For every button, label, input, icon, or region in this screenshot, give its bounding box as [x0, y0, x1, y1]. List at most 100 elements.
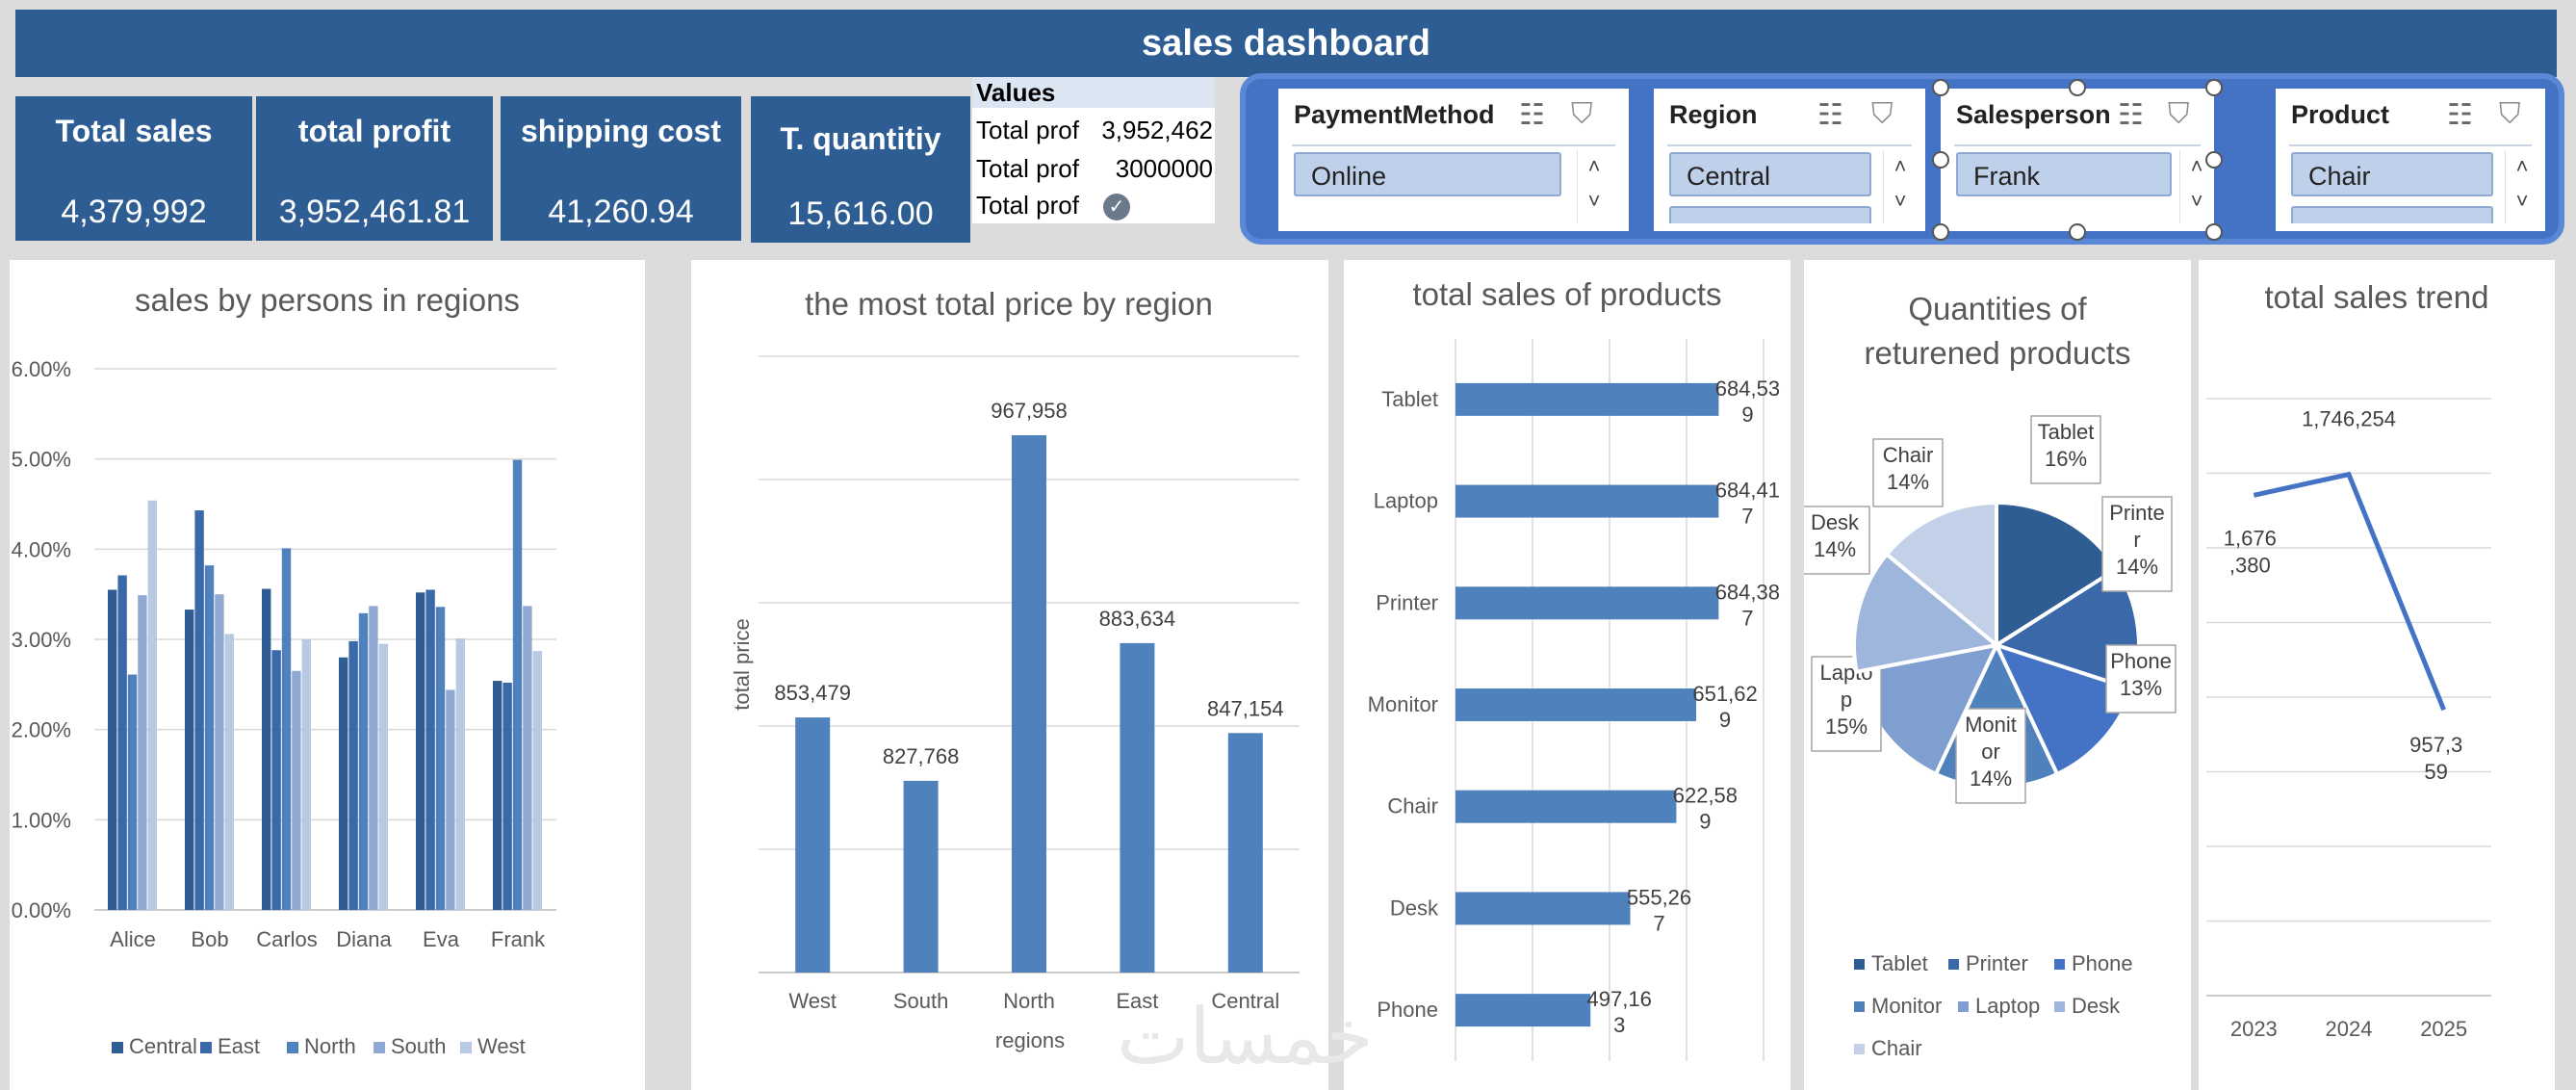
data-label: 684,41 — [1715, 479, 1780, 503]
bar-central-diana — [339, 657, 348, 910]
bar-east-bob — [194, 510, 204, 910]
kpi-total-sales: Total sales 4,379,992 — [15, 96, 252, 241]
legend-marker — [2054, 959, 2065, 970]
clear-filter-icon[interactable]: ⛉ — [1571, 98, 1593, 130]
data-label: p — [1841, 688, 1852, 712]
scroll-up-icon[interactable]: ˄ — [2515, 154, 2529, 178]
slicer-group[interactable]: PaymentMethod ☷ ⛉ Online ˄ ˅ Region ☷ ⛉ … — [1240, 73, 2564, 245]
x-tick-label: Central — [1211, 989, 1279, 1013]
y-tick-label: Chair — [1387, 794, 1438, 818]
x-tick-label: South — [893, 989, 949, 1013]
data-label: Chair — [1883, 443, 1934, 467]
check-icon[interactable]: ✓ — [1103, 194, 1130, 221]
slicer-scrollbar[interactable]: ˄ ˅ — [2179, 150, 2213, 223]
y-tick-label: Phone — [1377, 998, 1438, 1022]
y-tick-label: 3.00% — [12, 628, 71, 652]
scroll-down-icon[interactable]: ˅ — [1587, 189, 1601, 213]
clear-filter-icon[interactable]: ⛉ — [2499, 98, 2521, 130]
multi-select-icon[interactable]: ☷ — [2447, 99, 2473, 131]
multi-select-icon[interactable]: ☷ — [1817, 99, 1843, 131]
slicer-payment-method[interactable]: PaymentMethod ☷ ⛉ Online ˄ ˅ — [1278, 89, 1629, 231]
slicer-item-next[interactable] — [2291, 206, 2493, 223]
data-label: 3 — [1613, 1013, 1625, 1037]
data-label: Desk — [1811, 510, 1860, 534]
y-tick-label: Laptop — [1374, 489, 1438, 513]
slicer-item-chair[interactable]: Chair — [2291, 152, 2493, 196]
legend-label: South — [391, 1034, 447, 1058]
resize-handle[interactable] — [2205, 151, 2223, 169]
data-label: 14% — [1970, 766, 2012, 791]
scroll-down-icon[interactable]: ˅ — [2515, 189, 2529, 213]
scroll-up-icon[interactable]: ˄ — [1893, 154, 1907, 178]
legend-marker — [460, 1042, 472, 1053]
slicer-item-online[interactable]: Online — [1294, 152, 1561, 196]
slicer-salesperson[interactable]: Salesperson ☷ ⛉ Frank ˄ ˅ — [1941, 89, 2214, 231]
callout-box — [2105, 644, 2177, 714]
bar-east-frank — [502, 682, 512, 910]
bar-south-eva — [446, 689, 455, 910]
legend-label: Printer — [1966, 951, 2028, 975]
slicer-scrollbar[interactable]: ˄ ˅ — [2505, 150, 2538, 223]
kpi-value: 3,952,461.81 — [278, 194, 471, 230]
bar-central-carlos — [262, 588, 271, 910]
data-label: 14% — [1887, 470, 1929, 494]
bar-west-eva — [455, 638, 465, 910]
resize-handle[interactable] — [2069, 79, 2086, 96]
scroll-down-icon[interactable]: ˅ — [2190, 189, 2203, 213]
bar-central-frank — [493, 681, 502, 910]
slicer-scrollbar[interactable]: ˄ ˅ — [1577, 150, 1610, 223]
slicer-scrollbar[interactable]: ˄ ˅ — [1883, 150, 1917, 223]
bar-east-alice — [117, 575, 127, 910]
x-tick-label: West — [788, 989, 837, 1013]
callout-box — [1955, 708, 2026, 804]
y-tick-label: 1.00% — [12, 808, 71, 832]
data-label: 7 — [1741, 606, 1753, 630]
scroll-down-icon[interactable]: ˅ — [1893, 189, 1907, 213]
data-label: 16% — [2045, 447, 2087, 471]
y-tick-label: 5.00% — [12, 448, 71, 472]
data-label: 883,634 — [1099, 607, 1176, 631]
bar-north-frank — [512, 459, 523, 910]
watermark: خمسات — [1117, 992, 1374, 1081]
x-tick-label: 2025 — [2420, 1017, 2467, 1041]
pivot-row: Total prof 3,952,462 — [976, 112, 1213, 148]
resize-handle[interactable] — [1932, 79, 1949, 96]
legend-label: Central — [129, 1034, 197, 1058]
resize-handle[interactable] — [2205, 79, 2223, 96]
x-tick-label: Carlos — [256, 927, 318, 951]
pivot-row: Total prof ✓ — [976, 187, 1213, 223]
slicer-region[interactable]: Region ☷ ⛉ Central ˄ ˅ — [1654, 89, 1925, 231]
slicer-item-next[interactable] — [1669, 206, 1871, 223]
pivot-row-label: Total prof — [976, 154, 1079, 183]
bar-north-alice — [127, 674, 138, 910]
slicer-title: Region — [1669, 100, 1758, 129]
data-label: r — [2133, 528, 2140, 552]
slicer-product[interactable]: Product ☷ ⛉ Chair ˄ ˅ — [2276, 89, 2545, 231]
slicer-item-central[interactable]: Central — [1669, 152, 1871, 196]
resize-handle[interactable] — [2205, 223, 2223, 241]
y-tick-label: Desk — [1390, 895, 1439, 920]
resize-handle[interactable] — [1932, 151, 1949, 169]
callout-box — [1804, 506, 1870, 575]
data-label: 14% — [1814, 537, 1856, 561]
x-tick-label: East — [1116, 989, 1158, 1013]
kpi-label: total profit — [297, 114, 451, 148]
data-label: 14% — [2116, 555, 2158, 579]
scroll-up-icon[interactable]: ˄ — [2190, 154, 2203, 178]
bar-desk — [1455, 892, 1631, 925]
slicer-item-frank[interactable]: Frank — [1956, 152, 2172, 196]
kpi-total-quantity: T. quantitiy 15,616.00 — [751, 96, 970, 243]
resize-handle[interactable] — [2069, 223, 2086, 241]
x-axis-title: regions — [995, 1028, 1065, 1052]
bar-north — [1012, 435, 1046, 973]
bar-west — [795, 717, 831, 973]
resize-handle[interactable] — [1932, 223, 1949, 241]
data-label: 957,3 — [2409, 733, 2462, 757]
y-tick-label: 6.00% — [12, 357, 71, 381]
multi-select-icon[interactable]: ☷ — [1519, 99, 1545, 131]
scroll-up-icon[interactable]: ˄ — [1587, 154, 1601, 178]
multi-select-icon[interactable]: ☷ — [2118, 99, 2144, 131]
clear-filter-icon[interactable]: ⛉ — [1871, 98, 1893, 130]
clear-filter-icon[interactable]: ⛉ — [2168, 98, 2190, 130]
bar-south — [903, 780, 939, 973]
